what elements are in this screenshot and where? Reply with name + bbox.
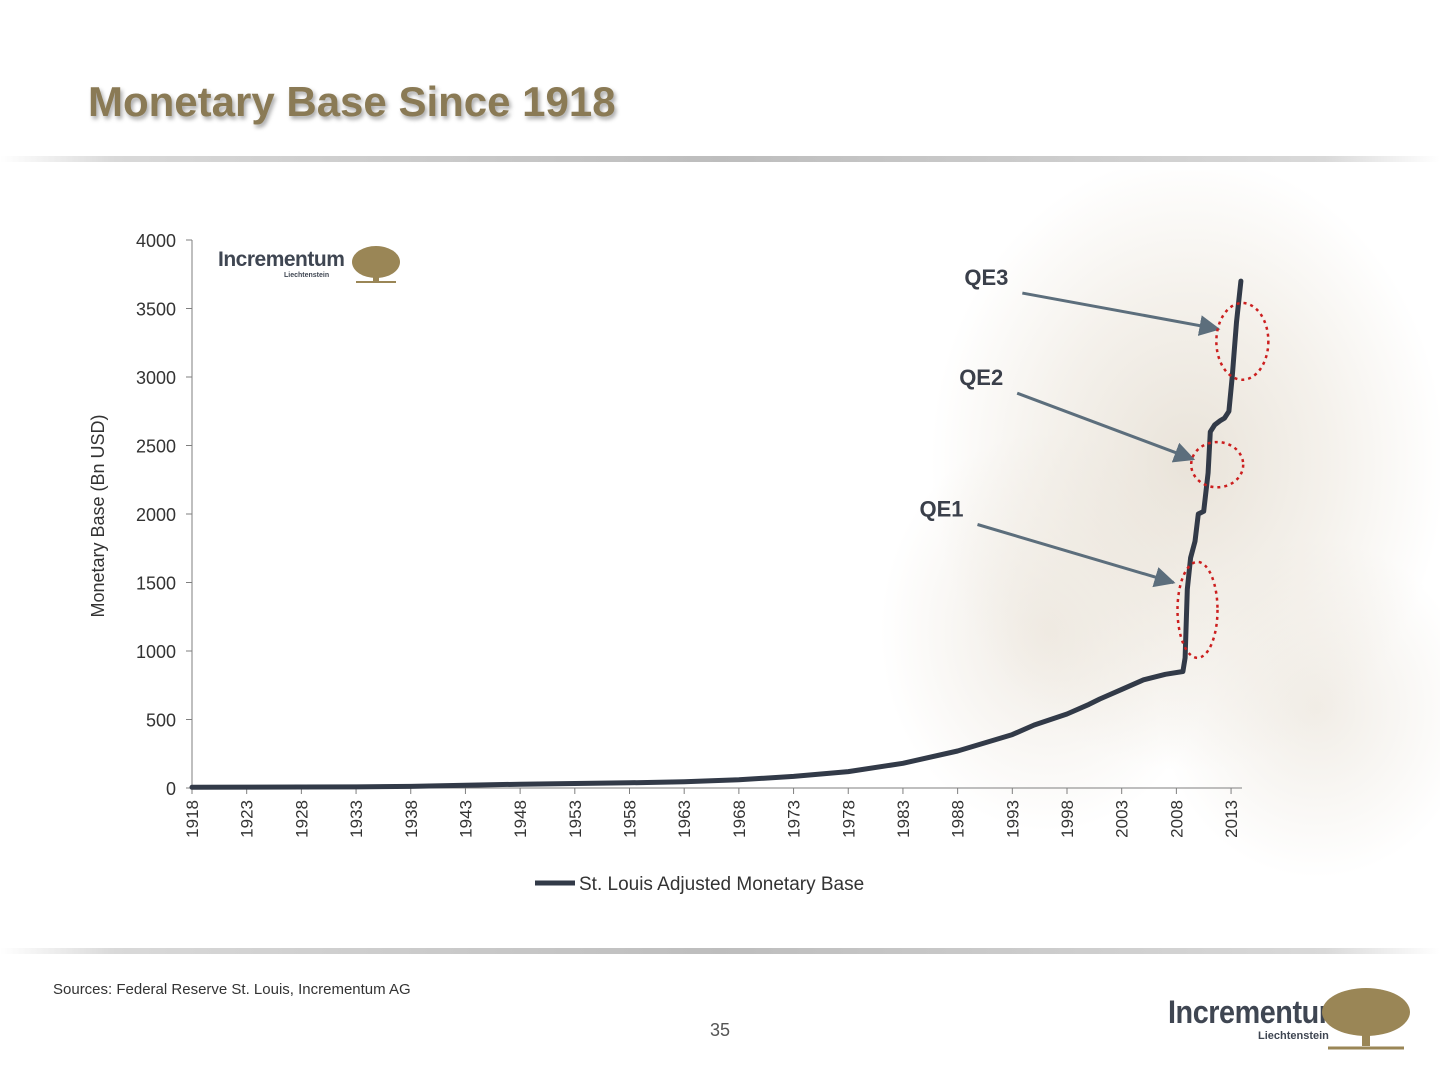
y-tick-label: 1000 [136,642,176,662]
y-tick-label: 1500 [136,574,176,594]
series-line-0 [189,278,1244,790]
x-tick-label: 1948 [511,800,530,838]
x-tick-label: 1918 [183,800,202,838]
x-tick-label: 1943 [456,800,475,838]
y-tick-label: 4000 [136,231,176,251]
y-tick-label: 3500 [136,300,176,320]
y-tick-label: 3000 [136,368,176,388]
highlight-ellipse-qe3 [1215,301,1270,381]
x-tick-label: 2003 [1113,800,1132,838]
highlight-ellipse-qe2 [1189,440,1245,489]
top-divider [0,156,1440,162]
chart-logo: Incrementum Liechtenstein [218,246,408,290]
y-tick-label: 2000 [136,505,176,525]
annotation-arrow-qe3 [1022,291,1221,336]
y-axis-label: Monetary Base (Bn USD) [88,414,108,617]
series-layer [189,278,1244,790]
x-tick-label: 1963 [675,800,694,838]
annotation-label-qe1: QE1 [920,497,964,522]
page-number: 35 [709,1020,731,1040]
x-tick-label: 1933 [347,800,366,838]
x-tick-label: 1983 [894,800,913,838]
annotation-arrow-qe2 [1016,391,1196,463]
x-tick-label: 1968 [730,800,749,838]
tree-icon [352,246,400,283]
x-tick-label: 1978 [839,800,858,838]
x-tick-label: 1973 [785,800,804,838]
x-tick-label: 1998 [1058,800,1077,838]
y-tick-label: 2500 [136,437,176,457]
legend-label: St. Louis Adjusted Monetary Base [579,874,864,895]
sources-note: Sources: Federal Reserve St. Louis, Incr… [53,981,411,998]
legend: St. Louis Adjusted Monetary Base [535,874,864,895]
x-tick-label: 1928 [292,800,311,838]
monetary-base-chart: 0 500 1000 1500 2000 2500 3000 3500 4000 1918 192… [88,231,1270,895]
footer-logo: Incrementum Liechtenstein [1168,988,1418,1058]
x-axis: 1918 1923 1928 1933 1938 1943 1948 1953 1958 1963… [183,787,1242,838]
x-tick-label: 1938 [402,800,421,838]
x-tick-label: 1958 [621,800,640,838]
annotation-label-qe2: QE2 [959,365,1003,390]
x-tick-label: 1993 [1003,800,1022,838]
tree-icon [1322,988,1410,1050]
x-tick-label: 2008 [1167,800,1186,838]
footer-logo-wordmark: Incrementum [1168,994,1344,1030]
x-tick-label: 1953 [566,800,585,838]
x-tick-label: 1988 [949,800,968,838]
x-tick-label: 2013 [1222,800,1241,838]
footer-logo-subtitle: Liechtenstein [1258,1030,1329,1042]
annotation-label-qe3: QE3 [964,265,1008,290]
x-tick-label: 1923 [238,800,257,838]
background-tree-watermark [880,170,1440,940]
annotation-arrow-qe1 [977,523,1176,588]
bottom-divider [0,948,1440,954]
highlight-ellipse-qe1 [1176,560,1219,660]
chart-logo-wordmark: Incrementum [218,248,345,271]
chart-logo-subtitle: Liechtenstein [284,272,330,279]
y-tick-label: 0 [166,779,176,799]
page-title: Monetary Base Since 1918 [88,78,616,125]
y-axis: 0 500 1000 1500 2000 2500 3000 3500 4000 [136,231,193,799]
annotations-layer: QE1 QE2 QE3 [920,265,1270,660]
y-tick-label: 500 [146,711,176,731]
